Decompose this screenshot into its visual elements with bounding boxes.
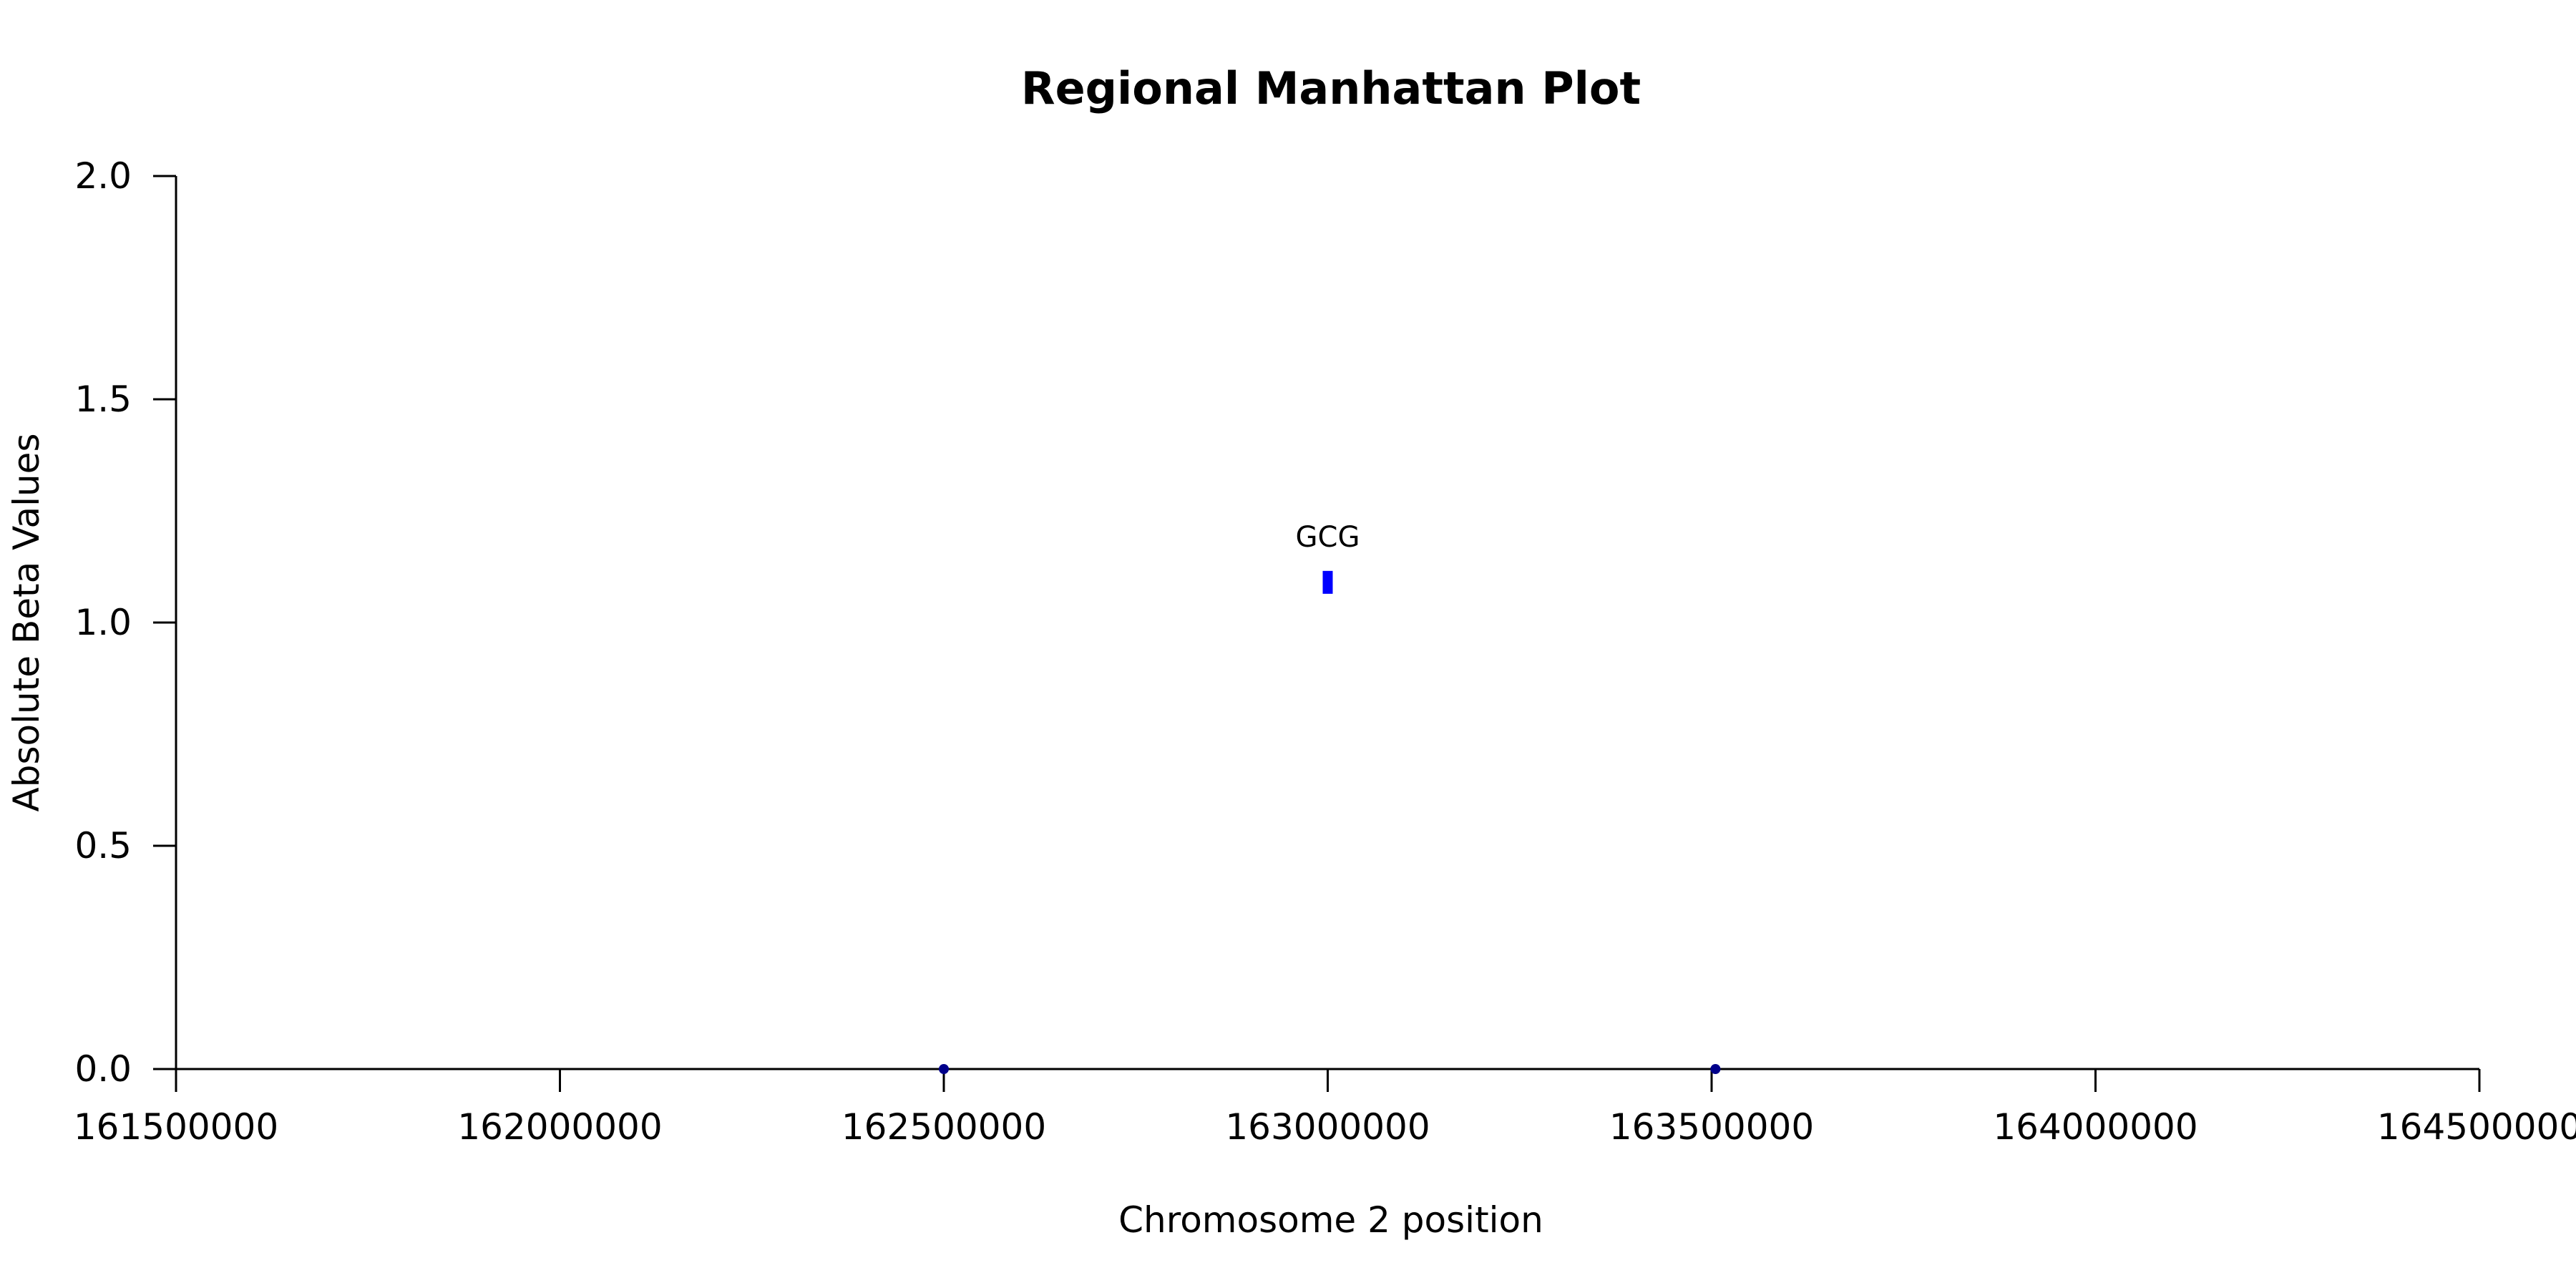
data-point-marker [1710, 1064, 1721, 1074]
y-tick-label: 1.0 [74, 602, 132, 643]
x-tick-label: 164000000 [1993, 1106, 2197, 1148]
x-tick-label: 164500000 [2377, 1106, 2576, 1148]
data-point-label: GCG [1296, 521, 1360, 554]
y-axis-label: Absolute Beta Values [6, 434, 47, 812]
x-axis-label: Chromosome 2 position [1118, 1199, 1543, 1241]
chart-title: Regional Manhattan Plot [1021, 62, 1641, 114]
data-point-marker [1322, 570, 1333, 594]
y-tick-label: 0.5 [74, 825, 132, 867]
x-tick-label: 163500000 [1609, 1106, 1814, 1148]
x-tick-label: 162500000 [841, 1106, 1046, 1148]
y-tick-label: 0.0 [74, 1048, 132, 1090]
x-tick-label: 161500000 [74, 1106, 278, 1148]
y-tick-label: 2.0 [74, 155, 132, 197]
y-tick-label: 1.5 [74, 379, 132, 420]
x-axis-ticks: 161500000 162000000 162500000 163000000 1635… [74, 1069, 2576, 1148]
x-tick-label: 163000000 [1225, 1106, 1430, 1148]
data-points: GCG [939, 521, 1721, 1074]
y-axis-ticks: 0.0 0.5 1.0 1.5 2.0 [74, 155, 176, 1090]
x-tick-label: 162000000 [457, 1106, 662, 1148]
data-point-marker [939, 1064, 949, 1074]
